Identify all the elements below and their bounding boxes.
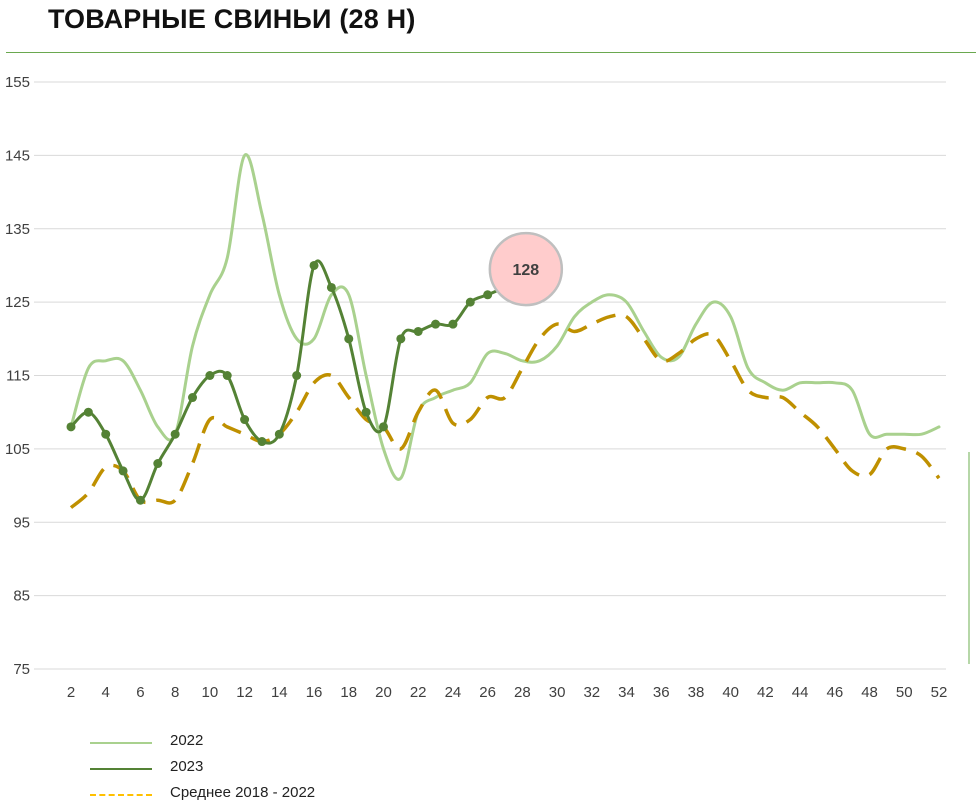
series-line-average	[69, 313, 941, 509]
series-2023-point	[292, 371, 302, 380]
series-2023-point	[170, 429, 180, 439]
legend-swatch-2022	[90, 742, 152, 744]
series-2023-point	[326, 282, 336, 292]
series-line-2022	[69, 153, 941, 481]
x-tick-label: 50	[896, 684, 913, 701]
series-2023-point	[465, 297, 475, 307]
right-edge-divider	[968, 452, 970, 664]
series-2023-point	[83, 407, 93, 417]
x-tick-label: 34	[618, 684, 635, 701]
series-2023-point	[344, 334, 354, 344]
legend-label-average: Среднее 2018 - 2022	[170, 784, 316, 801]
series-2023-point	[153, 459, 163, 469]
x-tick-label: 46	[826, 684, 843, 701]
y-tick-label: 95	[13, 514, 30, 531]
legend-swatch-2023	[90, 768, 152, 770]
y-tick-label: 125	[5, 294, 30, 311]
y-tick-label: 145	[5, 147, 30, 164]
legend-swatch-average	[90, 794, 152, 796]
series-2023-point	[118, 466, 128, 476]
x-tick-label: 52	[931, 684, 948, 701]
series-2023-point	[413, 326, 423, 336]
y-tick-label: 155	[5, 74, 30, 91]
series-2023-point	[361, 407, 371, 417]
x-axis-tick-labels: 2 4 6 8 10 12 14 16 18 20 22 24 26 28 30 32 34 36 38 40 42 44…	[67, 684, 948, 701]
x-tick-label: 38	[688, 684, 705, 701]
x-tick-label: 30	[549, 684, 566, 701]
x-tick-label: 20	[375, 684, 392, 701]
x-tick-label: 18	[340, 684, 357, 701]
y-tick-label: 105	[5, 441, 30, 458]
x-tick-label: 22	[410, 684, 427, 701]
x-tick-label: 10	[202, 684, 219, 701]
x-tick-label: 14	[271, 684, 288, 701]
x-tick-label: 2	[67, 684, 75, 701]
series-2023-point	[396, 334, 406, 344]
series-lines	[69, 153, 941, 509]
x-tick-label: 24	[445, 684, 462, 701]
x-tick-label: 4	[102, 684, 110, 701]
x-tick-label: 44	[792, 684, 809, 701]
x-tick-label: 42	[757, 684, 774, 701]
legend-label-2022: 2022	[170, 732, 204, 749]
value-callout	[488, 231, 564, 307]
series-2023-point	[274, 429, 284, 439]
value-callout-label: 128	[512, 262, 539, 279]
gridlines	[34, 81, 946, 670]
series-2023-point	[240, 415, 250, 425]
x-tick-label: 40	[722, 684, 739, 701]
annotations: 128	[488, 231, 564, 307]
x-tick-label: 8	[171, 684, 179, 701]
series-2023-point	[483, 290, 493, 300]
y-tick-label: 135	[5, 221, 30, 238]
series-2023-point	[378, 422, 388, 432]
series-2023-point	[188, 393, 198, 403]
legend-label-2023: 2023	[170, 758, 204, 775]
series-2023-point	[257, 437, 267, 447]
x-tick-label: 12	[236, 684, 253, 701]
y-axis-tick-labels: 75 85 95 105 115 125 135 145 155	[5, 74, 30, 678]
x-tick-label: 36	[653, 684, 670, 701]
x-tick-label: 6	[136, 684, 144, 701]
series-2023-point	[431, 319, 441, 329]
series-2023-point	[101, 429, 111, 439]
series-2023-point	[448, 319, 458, 329]
x-tick-label: 16	[306, 684, 323, 701]
series-2023-markers	[66, 260, 510, 505]
title-divider	[6, 52, 976, 53]
y-tick-label: 75	[13, 661, 30, 678]
x-tick-label: 32	[583, 684, 600, 701]
series-2023-point	[222, 371, 232, 380]
series-2023-point	[205, 371, 215, 380]
x-tick-label: 26	[479, 684, 496, 701]
y-tick-label: 115	[6, 368, 30, 385]
x-tick-label: 28	[514, 684, 531, 701]
series-2023-point	[66, 422, 76, 432]
series-2023-point	[309, 260, 319, 270]
y-tick-label: 85	[13, 588, 30, 605]
page-title: ТОВАРНЫЕ СВИНЬИ (28 Н)	[48, 4, 416, 34]
x-tick-label: 48	[861, 684, 878, 701]
series-2023-point	[135, 495, 145, 505]
